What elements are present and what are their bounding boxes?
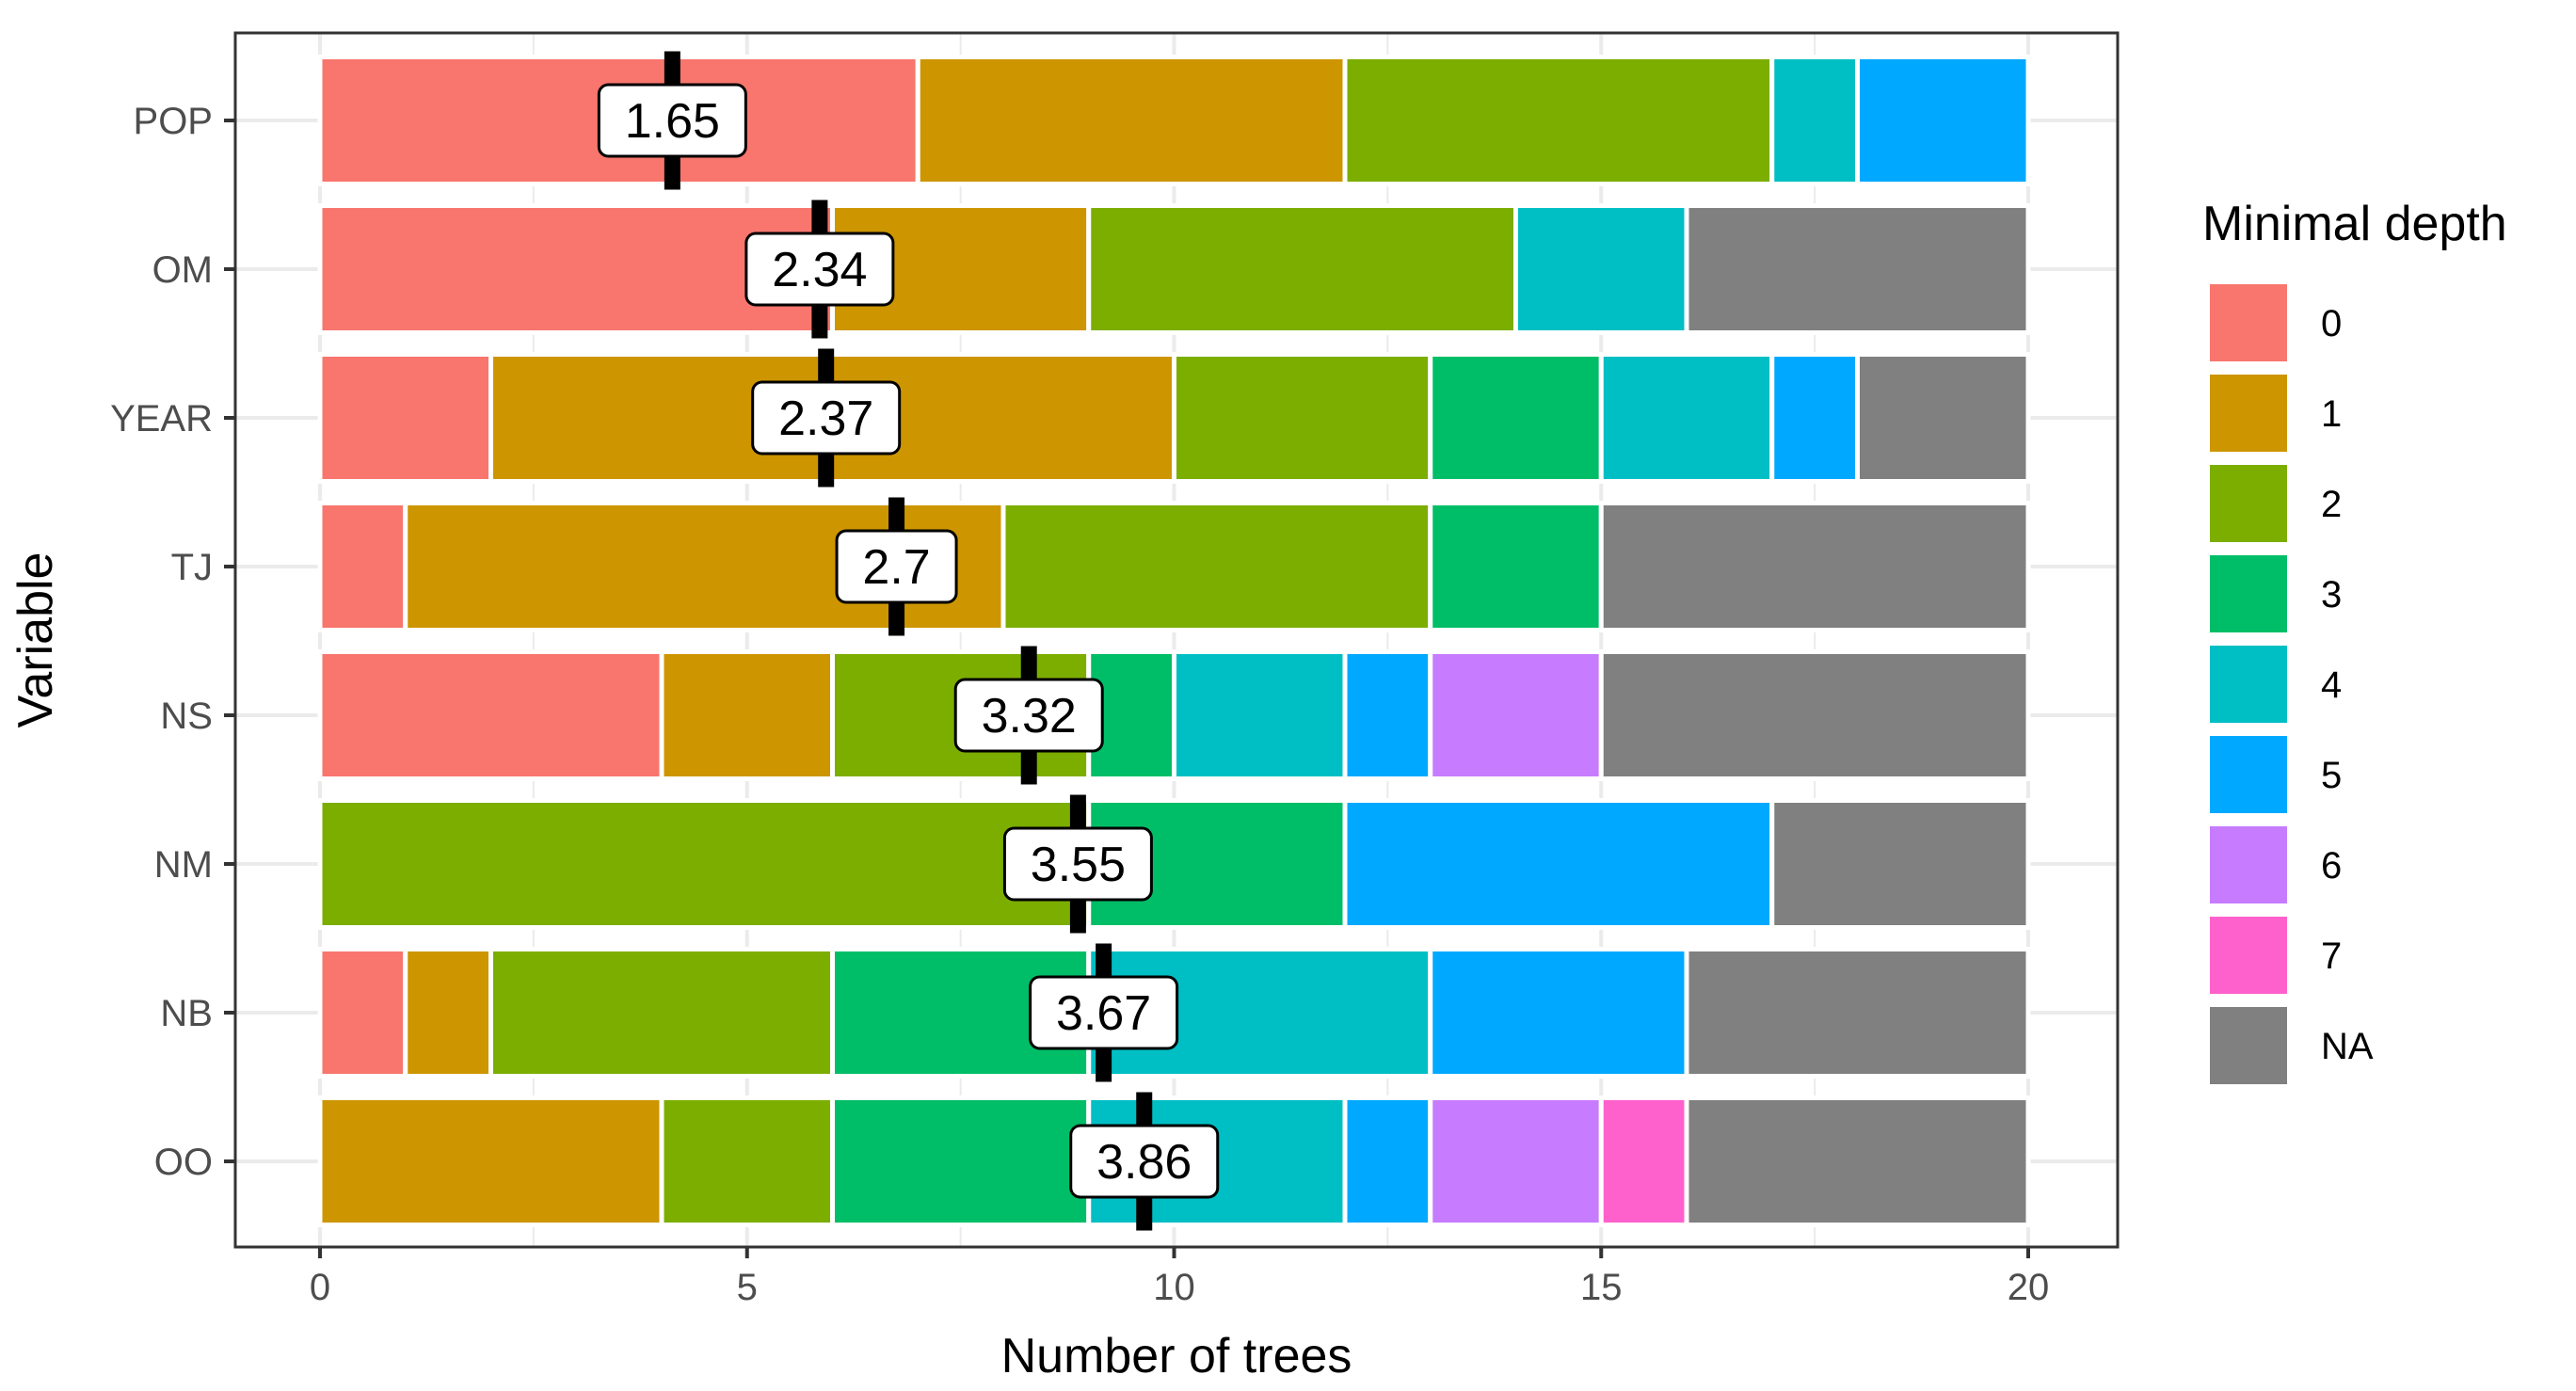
mean-depth-label-om: 2.34 — [772, 243, 867, 297]
legend-key-1 — [2210, 375, 2287, 452]
bar-segment-ns-depth-na — [1598, 649, 2031, 781]
bar-segment-oo-depth-na — [1684, 1095, 2031, 1227]
y-tick-label-year: YEAR — [110, 398, 213, 440]
panel-border — [233, 31, 2120, 1249]
mean-depth-label-box-pop — [597, 83, 747, 158]
mean-depth-label-box-tj — [835, 529, 958, 604]
bar-segment-pop-depth-2 — [1342, 55, 1775, 186]
mean-depth-label-box-year — [751, 380, 902, 456]
legend-label-4: 4 — [2321, 664, 2342, 706]
bar-segment-oo-depth-6 — [1428, 1095, 1604, 1227]
legend-key-2 — [2210, 465, 2287, 542]
axes: POP OM YEAR TJ NS NM NB OO 0 5 10 15 20 — [110, 101, 2049, 1308]
bar-segment-nm-depth-na — [1769, 798, 2031, 930]
legend-label-0: 0 — [2321, 303, 2342, 344]
x-tick-label-0: 0 — [310, 1267, 330, 1308]
legend-label-5: 5 — [2321, 755, 2342, 796]
bar-segment-year-depth-5 — [1769, 352, 1860, 484]
bar-segment-tj-depth-na — [1598, 501, 2031, 632]
x-tick-label-15: 15 — [1580, 1267, 1623, 1308]
bar-segment-ns-depth-4 — [1172, 649, 1348, 781]
mean-depth-label-year: 2.37 — [778, 392, 873, 446]
bar-segment-om-depth-4 — [1513, 203, 1689, 335]
mean-depth-label-tj: 2.7 — [862, 540, 930, 595]
legend-label-7: 7 — [2321, 935, 2342, 977]
mean-depth-label-pop: 1.65 — [625, 94, 720, 149]
mean-depth-label-box-nb — [1029, 975, 1179, 1050]
mean-depth-label-box-nm — [1002, 826, 1153, 902]
y-tick-label-ns: NS — [160, 696, 213, 737]
legend-key-0 — [2210, 284, 2287, 361]
mean-depth-label-box-oo — [1069, 1124, 1220, 1199]
bar-segment-tj-depth-3 — [1428, 501, 1604, 632]
bar-segment-year-depth-4 — [1598, 352, 1775, 484]
legend-key-7 — [2210, 917, 2287, 994]
bar-segment-oo-depth-3 — [830, 1095, 1092, 1227]
bar-segment-pop-depth-5 — [1855, 55, 2031, 186]
bar-segment-pop-depth-4 — [1769, 55, 1860, 186]
bar-segment-oo-depth-1 — [317, 1095, 664, 1227]
bar-segment-nb-depth-2 — [488, 947, 835, 1079]
bar-segment-ns-depth-1 — [659, 649, 835, 781]
legend-label-3: 3 — [2321, 574, 2342, 616]
bar-segment-om-depth-2 — [1086, 203, 1518, 335]
bar-segment-ns-depth-6 — [1428, 649, 1604, 781]
bar-segment-nb-depth-5 — [1428, 947, 1689, 1079]
legend-key-4 — [2210, 646, 2287, 723]
legend-key-5 — [2210, 736, 2287, 813]
bar-segment-year-depth-3 — [1428, 352, 1604, 484]
mean-depth-label-nm: 3.55 — [1031, 838, 1126, 892]
x-axis-title: Number of trees — [1001, 1329, 1352, 1383]
y-tick-label-nb: NB — [160, 993, 213, 1034]
legend-title: Minimal depth — [2202, 197, 2507, 251]
bar-segment-nm-depth-2 — [317, 798, 1092, 930]
legend-key-3 — [2210, 555, 2287, 632]
x-tick-label-5: 5 — [737, 1267, 758, 1308]
bar-segment-oo-depth-5 — [1342, 1095, 1433, 1227]
bar-segment-year-depth-2 — [1172, 352, 1433, 484]
mean-depth-label-nb: 3.67 — [1056, 986, 1151, 1041]
bar-segment-oo-depth-2 — [659, 1095, 835, 1227]
mean-depth-label-ns: 3.32 — [982, 689, 1077, 743]
bar-segment-year-depth-0 — [317, 352, 493, 484]
y-axis-title: Variable — [8, 552, 63, 728]
bar-segment-nb-depth-na — [1684, 947, 2031, 1079]
x-tick-label-20: 20 — [2008, 1267, 2050, 1308]
mean-depth-label-box-ns — [953, 678, 1104, 753]
bar-segment-year-depth-na — [1855, 352, 2031, 484]
legend-label-na: NA — [2321, 1026, 2374, 1067]
y-tick-label-om: OM — [152, 249, 213, 291]
bar-segment-tj-depth-2 — [1000, 501, 1433, 632]
legend-label-6: 6 — [2321, 845, 2342, 887]
bar-segment-pop-depth-1 — [915, 55, 1348, 186]
y-tick-label-oo: OO — [154, 1142, 213, 1183]
y-tick-label-nm: NM — [154, 844, 213, 886]
legend-label-1: 1 — [2321, 393, 2342, 435]
bar-segment-tj-depth-0 — [317, 501, 408, 632]
x-tick-label-10: 10 — [1153, 1267, 1195, 1308]
bar-segment-ns-depth-0 — [317, 649, 664, 781]
bar-segment-nb-depth-0 — [317, 947, 408, 1079]
y-tick-label-pop: POP — [134, 101, 213, 142]
mean-depth-markers: 1.65 2.34 2.37 2.7 3.32 3.55 3.67 3.86 — [597, 51, 1220, 1231]
bar-segment-om-depth-na — [1684, 203, 2031, 335]
y-tick-label-tj: TJ — [171, 547, 213, 588]
bar-segment-oo-depth-7 — [1598, 1095, 1689, 1227]
legend-key-6 — [2210, 826, 2287, 903]
mean-depth-label-box-om — [744, 232, 895, 307]
bar-segment-ns-depth-5 — [1342, 649, 1433, 781]
bar-segment-nb-depth-1 — [403, 947, 493, 1079]
legend-key-na — [2210, 1007, 2287, 1084]
mean-depth-label-oo: 3.86 — [1096, 1135, 1192, 1190]
legend-label-2: 2 — [2321, 484, 2342, 525]
legend: Minimal depth 0 1 2 3 4 5 6 7 NA — [2202, 197, 2507, 1084]
bar-segment-nm-depth-5 — [1342, 798, 1775, 930]
